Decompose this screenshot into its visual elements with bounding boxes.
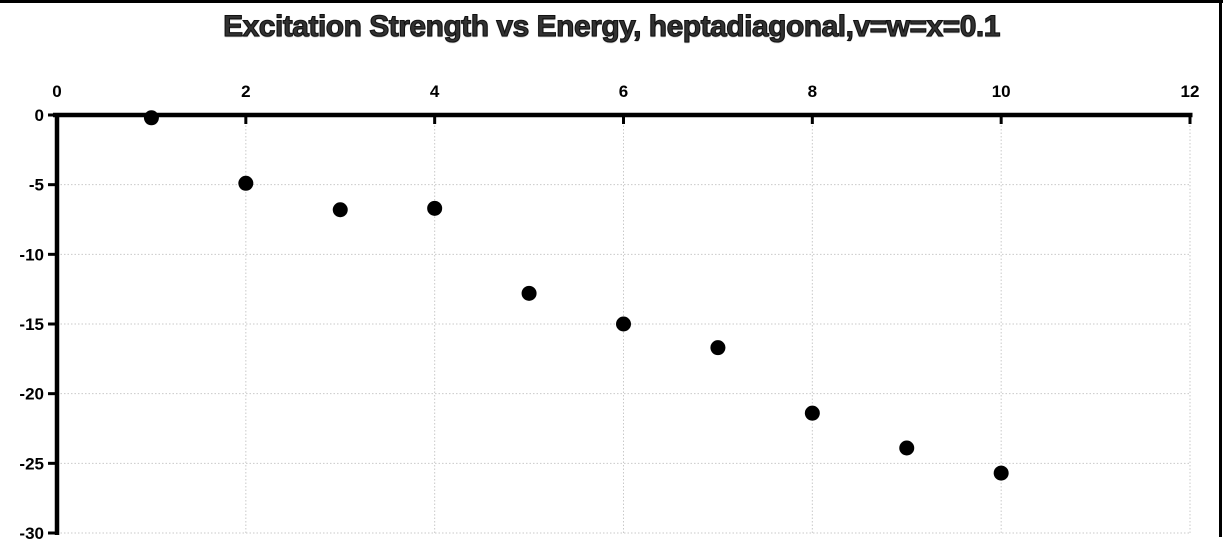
tick-marks (48, 113, 1192, 535)
x-tick-label: 2 (241, 82, 250, 101)
x-tick-label: 8 (808, 82, 817, 101)
data-point (710, 340, 726, 356)
data-point (899, 440, 915, 456)
chart-outer-border (0, 0, 1223, 537)
y-tick-label: -5 (29, 176, 44, 195)
x-tick-label: 0 (52, 82, 61, 101)
y-tick-label: -10 (19, 245, 44, 264)
data-point (616, 316, 631, 332)
data-points (143, 110, 1009, 481)
x-tick-label: 12 (1181, 82, 1200, 101)
data-point (521, 285, 537, 301)
data-point (238, 175, 254, 191)
y-tick-label: 0 (35, 106, 44, 125)
x-tick-label: 10 (992, 82, 1011, 101)
y-tick-label: -20 (19, 385, 44, 404)
tick-labels: 0 2 4 6 8 10 12 0 -5 -10 -15 -20 -25 -30 (19, 82, 1199, 543)
data-point (427, 200, 443, 216)
data-point (332, 202, 348, 218)
y-tick-label: -25 (19, 454, 44, 473)
x-tick-label: 6 (619, 82, 628, 101)
data-point (804, 405, 820, 421)
x-tick-label: 4 (430, 82, 440, 101)
data-point (143, 110, 159, 126)
y-tick-label: -30 (19, 524, 44, 543)
chart-title: Excitation Strength vs Energy, heptadiag… (223, 9, 1001, 43)
y-tick-label: -15 (19, 315, 44, 334)
data-point (993, 465, 1009, 481)
